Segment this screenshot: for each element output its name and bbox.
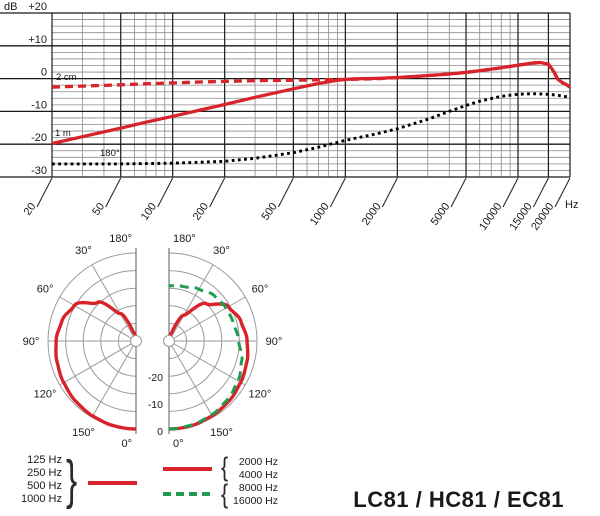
curve-180- bbox=[52, 92, 571, 166]
polar-angle-label: 180° bbox=[109, 233, 132, 245]
polar-angle-label: 90° bbox=[266, 336, 283, 348]
curve-label: 180° bbox=[100, 148, 120, 159]
y-axis-label: -30 bbox=[31, 165, 47, 177]
x-axis-label: 1000 bbox=[308, 201, 332, 228]
x-axis-label: 5000 bbox=[429, 201, 453, 228]
curve-1-m bbox=[51, 60, 571, 146]
x-axis-label: 2000 bbox=[360, 201, 384, 228]
y-axis-label: 0 bbox=[41, 67, 47, 79]
polar-angle-label: 120° bbox=[34, 389, 57, 401]
polar-spoke bbox=[59, 343, 132, 386]
x-tick bbox=[329, 177, 346, 208]
x-axis-label: 20 bbox=[22, 201, 39, 218]
polar-angle-label: 120° bbox=[249, 389, 272, 401]
x-axis-unit-label: Hz bbox=[565, 199, 578, 211]
curve-label: 1 m bbox=[55, 128, 71, 139]
polar-center bbox=[163, 335, 175, 347]
polar-angle-label: 150° bbox=[210, 427, 233, 439]
frequency-response-chart: dB +20 +10 0 -10 -20 -30 20 50 100 200 500 1000 2000 5… bbox=[0, 1, 578, 233]
polar-angle-label: 90° bbox=[23, 336, 40, 348]
y-axis-label: -10 bbox=[31, 99, 47, 111]
x-tick bbox=[450, 177, 467, 208]
polar-curve-125-1000-hz bbox=[54, 300, 138, 431]
x-tick bbox=[502, 177, 519, 208]
polar-angle-label: 0° bbox=[121, 438, 132, 450]
curve-label: 2 cm bbox=[56, 72, 77, 83]
polar-radial-label: -20 bbox=[148, 372, 163, 384]
polar-spoke bbox=[59, 296, 132, 339]
polar-spoke bbox=[91, 264, 134, 337]
polar-angle-label: 60° bbox=[252, 284, 269, 296]
polar-pattern-left: 180° 150° 120° 90° 60° 30° 0° bbox=[23, 233, 142, 450]
polar-spoke bbox=[91, 345, 134, 418]
curve-2-cm bbox=[51, 60, 571, 89]
x-axis-label: 100 bbox=[139, 201, 159, 223]
polar-angle-label: 0° bbox=[173, 438, 184, 450]
polar-radial-label: 0 bbox=[157, 426, 163, 438]
y-axis-label: -20 bbox=[31, 132, 47, 144]
polar-pattern-right: 180° 150° 120° 90° 60° 30° 0° bbox=[163, 233, 283, 450]
x-tick bbox=[532, 177, 549, 208]
x-tick bbox=[105, 177, 122, 208]
x-tick bbox=[157, 177, 174, 208]
y-axis-label: +20 bbox=[28, 1, 47, 13]
x-axis-label: 200 bbox=[191, 201, 211, 223]
x-tick bbox=[381, 177, 398, 208]
x-axis-label: 500 bbox=[259, 201, 279, 223]
x-axis-label: 50 bbox=[90, 201, 107, 218]
model-title: LC81 / HC81 / EC81 bbox=[353, 487, 564, 512]
polar-spoke bbox=[171, 264, 214, 337]
polar-center bbox=[130, 335, 142, 347]
x-axis-label: 20000 bbox=[529, 201, 556, 233]
polar-spoke bbox=[173, 296, 246, 339]
x-axis-label: 10000 bbox=[477, 201, 504, 233]
polar-angle-label: 60° bbox=[37, 284, 54, 296]
x-tick bbox=[36, 177, 53, 208]
polar-radial-label: -10 bbox=[148, 399, 163, 411]
polar-spoke bbox=[173, 343, 246, 386]
y-axis-unit-label: dB bbox=[4, 1, 17, 13]
x-tick bbox=[554, 177, 571, 208]
polar-spoke bbox=[171, 345, 214, 418]
y-axis-label: +10 bbox=[28, 34, 47, 46]
x-tick bbox=[209, 177, 226, 208]
polar-angle-label: 30° bbox=[213, 245, 230, 257]
polar-angle-label: 180° bbox=[173, 233, 196, 245]
x-tick bbox=[277, 177, 294, 208]
polar-curve-8000-16000-hz bbox=[168, 284, 244, 431]
polar-angle-label: 150° bbox=[72, 427, 95, 439]
polar-angle-label: 30° bbox=[75, 245, 92, 257]
